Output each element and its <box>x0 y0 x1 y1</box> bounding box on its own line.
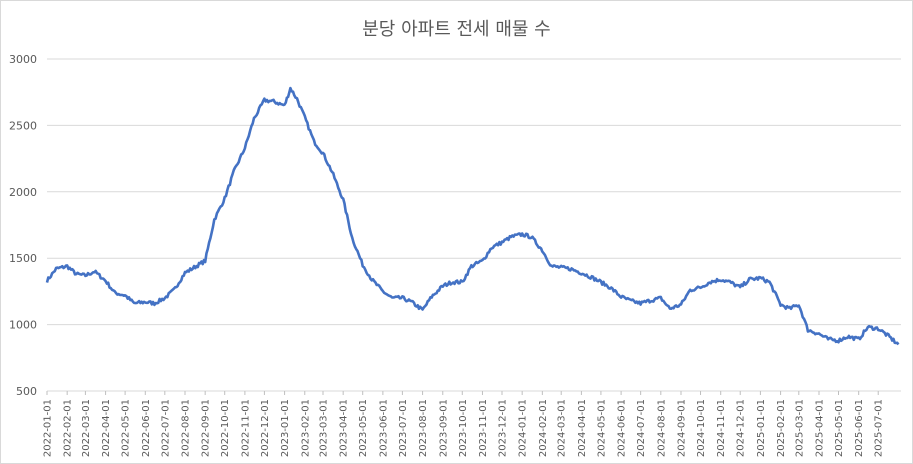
y-tick-label: 1000 <box>9 319 37 332</box>
x-tick-label: 2023-06-01 <box>378 399 389 457</box>
x-tick-label: 2023-08-01 <box>418 399 429 457</box>
y-tick-label: 2000 <box>9 186 37 199</box>
x-tick-label: 2023-04-01 <box>339 399 350 457</box>
chart-title: 분당 아파트 전세 매물 수 <box>362 19 551 40</box>
x-tick-label: 2022-10-01 <box>220 399 231 457</box>
x-tick-label: 2023-05-01 <box>358 399 369 457</box>
plot-area <box>45 86 900 346</box>
x-tick-label: 2023-02-01 <box>300 399 311 457</box>
x-tick-label: 2024-05-01 <box>596 399 607 457</box>
x-axis: 2022-01-01 2022-02-01 2022-03-01 2022-04-01… <box>43 391 885 457</box>
x-tick-label: 2024-03-01 <box>557 399 568 457</box>
x-tick-label: 2025-06-01 <box>854 399 865 457</box>
x-tick-label: 2022-01-01 <box>43 399 54 457</box>
x-tick-label: 2024-11-01 <box>716 399 727 457</box>
x-tick-label: 2023-07-01 <box>398 399 409 457</box>
x-tick-label: 2024-04-01 <box>577 399 588 457</box>
x-tick-label: 2022-03-01 <box>81 399 92 457</box>
x-tick-label: 2025-07-01 <box>874 399 885 457</box>
x-tick-label: 2023-09-01 <box>438 399 449 457</box>
x-tick-label: 2023-11-01 <box>478 399 489 457</box>
x-tick-label: 2024-06-01 <box>617 399 628 457</box>
y-tick-label: 1500 <box>9 252 37 265</box>
x-tick-label: 2024-01-01 <box>518 399 529 457</box>
x-tick-label: 2025-02-01 <box>776 399 787 457</box>
x-tick-label: 2025-05-01 <box>834 399 845 457</box>
x-tick-label: 2022-11-01 <box>240 399 251 457</box>
x-tick-label: 2023-12-01 <box>497 399 508 457</box>
x-tick-label: 2024-12-01 <box>736 399 747 457</box>
x-tick-label: 2024-09-01 <box>676 399 687 457</box>
x-tick-label: 2024-08-01 <box>656 399 667 457</box>
x-tick-label: 2025-01-01 <box>756 399 767 457</box>
series-line <box>45 86 900 346</box>
x-tick-label: 2024-10-01 <box>696 399 707 457</box>
y-tick-label: 500 <box>16 385 37 398</box>
x-tick-label: 2024-07-01 <box>636 399 647 457</box>
gridlines <box>47 58 901 392</box>
y-tick-label: 3000 <box>9 53 37 66</box>
x-tick-label: 2022-07-01 <box>160 399 171 457</box>
x-tick-label: 2022-02-01 <box>63 399 74 457</box>
x-tick-label: 2022-12-01 <box>260 399 271 457</box>
x-tick-label: 2022-05-01 <box>121 399 132 457</box>
x-tick-label: 2022-04-01 <box>101 399 112 457</box>
x-tick-label: 2025-04-01 <box>814 399 825 457</box>
x-tick-label: 2023-10-01 <box>458 399 469 457</box>
x-tick-label: 2025-03-01 <box>794 399 805 457</box>
x-tick-label: 2022-08-01 <box>180 399 191 457</box>
y-tick-label: 2500 <box>9 119 37 132</box>
x-tick-label: 2023-03-01 <box>318 399 329 457</box>
x-tick-label: 2022-09-01 <box>201 399 212 457</box>
x-tick-label: 2022-06-01 <box>141 399 152 457</box>
x-tick-label: 2024-02-01 <box>538 399 549 457</box>
y-axis: 500 1000 1500 2000 2500 3000 <box>9 53 37 398</box>
x-tick-label: 2023-01-01 <box>280 399 291 457</box>
